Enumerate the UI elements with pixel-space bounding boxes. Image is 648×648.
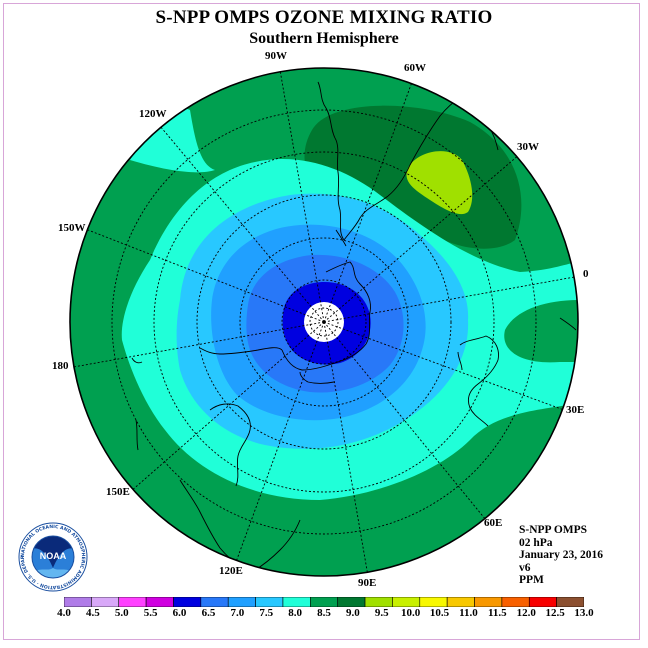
colorbar-swatch	[556, 597, 584, 607]
colorbar-tick-label: 4.5	[86, 607, 100, 619]
map-subtitle: Southern Hemisphere	[249, 30, 399, 47]
colorbar-tick-label: 5.0	[114, 607, 129, 619]
map-boundary	[69, 67, 579, 577]
colorbar-tick-label: 7.5	[259, 607, 274, 619]
colorbar-swatch	[337, 597, 366, 607]
colorbar-swatch	[364, 597, 393, 607]
colorbar-swatch	[474, 597, 503, 607]
meridian-lines	[70, 69, 578, 576]
map-title: S-NPP OMPS OZONE MIXING RATIO	[155, 7, 493, 28]
colorbar-tick-label: 10.0	[401, 607, 421, 619]
logo-text: NOAA	[40, 551, 67, 561]
info-version: v6	[519, 561, 531, 574]
colorbar-tick-label: 7.0	[230, 607, 245, 619]
colorbar-swatch	[392, 597, 421, 607]
colorbar-tick-label: 8.0	[288, 607, 302, 619]
lon-label-120w: 120W	[139, 108, 167, 120]
lon-label-30e: 30E	[566, 404, 585, 416]
info-instrument: S-NPP OMPS	[519, 524, 588, 536]
contour-lime-region	[406, 151, 473, 215]
colorbar-tick-label: 11.5	[488, 607, 507, 619]
info-level: 02 hPa	[519, 536, 553, 549]
colorbar-swatch	[310, 597, 338, 607]
lon-label-60w: 60W	[404, 62, 426, 74]
latitude-circles	[111, 109, 537, 535]
lon-label-0: 0	[583, 268, 589, 280]
colorbar-swatch	[501, 597, 530, 607]
lon-label-150w: 150W	[58, 222, 86, 234]
colorbar-tick-label: 6.0	[172, 607, 187, 619]
lon-label-180: 180	[52, 360, 69, 372]
product-info: S-NPP OMPS 02 hPa January 23, 2016 v6 PP…	[519, 524, 603, 587]
coastlines	[131, 81, 577, 573]
colorbar-swatch	[419, 597, 448, 607]
colorbar-tick-label: 9.5	[374, 607, 389, 619]
colorbar-tick-label: 12.0	[516, 607, 536, 619]
colorbar-swatch	[145, 597, 174, 607]
colorbar-tick-label: 12.5	[545, 607, 565, 619]
colorbar-tick-label: 4.0	[57, 607, 71, 619]
colorbar-tick-label: 11.0	[459, 607, 478, 619]
colorbar-swatch	[118, 597, 147, 607]
colorbar-swatch	[227, 597, 256, 607]
noaa-logo: NATIONAL OCEANIC AND ATMOSPHERIC ADMINIS…	[18, 522, 88, 592]
south-pole-dot	[322, 320, 326, 324]
colorbar-swatch	[91, 597, 120, 607]
lon-label-60e: 60E	[484, 517, 503, 529]
colorbar-swatch	[200, 597, 229, 607]
lon-label-120e: 120E	[219, 565, 243, 577]
lon-label-90w: 90W	[265, 50, 287, 62]
colorbar-tick-label: 8.5	[317, 607, 331, 619]
colorbar-swatch	[446, 597, 475, 607]
info-date: January 23, 2016	[519, 549, 604, 562]
colorbar-swatch	[282, 597, 311, 607]
info-units: PPM	[519, 574, 544, 587]
colorbar-swatch	[255, 597, 284, 607]
colorbar-tick-label: 9.0	[346, 607, 360, 619]
colorbar-tick-label: 5.5	[143, 607, 158, 619]
colorbar-tick-label: 10.5	[429, 607, 450, 619]
colorbar-tick-label: 6.5	[201, 607, 216, 619]
colorbar-swatch	[64, 597, 92, 607]
lon-label-30w: 30W	[517, 141, 539, 153]
colorbar	[64, 597, 584, 607]
lon-label-90e: 90E	[358, 577, 377, 589]
colorbar-swatch	[528, 597, 557, 607]
colorbar-tick-label: 13.0	[574, 607, 594, 619]
lon-label-150e: 150E	[106, 486, 130, 498]
figure-frame	[3, 3, 640, 640]
colorbar-swatch	[173, 597, 202, 607]
